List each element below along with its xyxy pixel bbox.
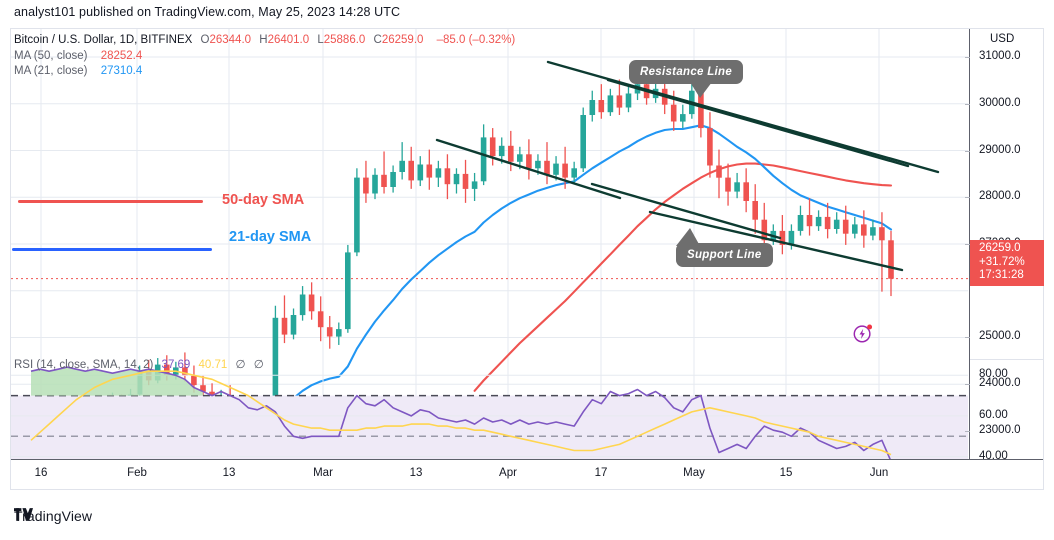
time-axis-tick-17: 17 [594, 467, 608, 479]
price-axis-tick-24000-0: 24000.0 [979, 377, 1021, 390]
price-axis[interactable]: USD 31000.030000.029000.028000.027000.02… [965, 29, 1044, 462]
attribution-text: analyst101 published on TradingView.com,… [14, 5, 401, 19]
rsi-legend[interactable]: RSI (14, close, SMA, 14, 2) 37.69 40.71 … [14, 357, 264, 371]
price-axis-tick-mark [965, 430, 970, 432]
time-axis-tick-mar: Mar [313, 467, 333, 479]
ohlc-high-value: 26401.0 [267, 34, 310, 46]
ohlc-close-label: C [373, 34, 382, 46]
time-axis-tick-16: 16 [34, 467, 48, 479]
time-axis-tick-13: 13 [409, 467, 423, 479]
time-axis-tick-15: 15 [779, 467, 793, 479]
rsi-sma-value: 40.71 [198, 359, 228, 371]
time-axis-tick-jun: Jun [869, 467, 889, 479]
sma21-swatch [12, 248, 212, 251]
price-axis-tick-29000-0: 29000.0 [979, 143, 1021, 156]
support-line-callout: Support Line [676, 243, 773, 267]
time-axis[interactable]: 16 Feb 13 Mar 13 Apr 17 May 15 Jun [11, 459, 1043, 489]
legend-ma50-row[interactable]: MA (50, close) 28252.4 [14, 49, 515, 65]
tradingview-brand-name: TradingView [14, 508, 93, 524]
ma50-label: MA (50, close) [14, 49, 88, 62]
price-axis-tick-mark [965, 103, 970, 105]
current-price-value: 26259.0 [979, 242, 1021, 254]
sma50-swatch [18, 200, 203, 203]
footer-branding: TradingView [14, 508, 92, 524]
time-axis-tick-feb: Feb [127, 467, 147, 479]
price-axis-tick-25000-0: 25000.0 [979, 330, 1021, 343]
rsi-empty-slot-1: ∅ [235, 359, 246, 371]
ohlc-open-label: O [200, 34, 210, 46]
rsi-empty-slot-2: ∅ [253, 359, 264, 371]
legend-symbol-row[interactable]: Bitcoin / U.S. Dollar, 1D, BITFINEX O263… [14, 33, 515, 49]
current-price-badge: 26259.0 +31.72% 17:31:28 [970, 240, 1044, 286]
rsi-title: RSI (14, close, SMA, 14, 2) [14, 359, 154, 371]
rsi-value: 37.69 [161, 359, 191, 371]
rsi-axis-tick-60-00: 60.00 [979, 408, 1008, 421]
sma50-annotation: 50-day SMA [222, 192, 305, 208]
ma21-label: MA (21, close) [14, 65, 88, 77]
price-axis-tick-30000-0: 30000.0 [979, 96, 1021, 109]
legend-ma21-row[interactable]: MA (21, close) 27310.4 [14, 64, 515, 80]
price-axis-tick-mark [965, 337, 970, 339]
price-axis-tick-31000-0: 31000.0 [979, 50, 1021, 63]
price-axis-tick-mark [965, 384, 970, 386]
ohlc-close-value: 26259.0 [381, 34, 424, 46]
tradingview-logo-icon [14, 508, 33, 521]
ohlc-low-value: 25886.0 [323, 34, 366, 46]
price-axis-tick-mark [965, 244, 970, 245]
rsi-axis-tick-80-00: 80.00 [979, 368, 1008, 381]
ohlc-change-value: –85.0 (–0.32%) [436, 34, 516, 46]
sma21-annotation: 21-day SMA [229, 229, 312, 245]
price-axis-tick-mark [965, 57, 970, 59]
time-axis-tick-13: 13 [222, 467, 236, 479]
ohlc-open-value: 26344.0 [209, 34, 252, 46]
ohlc-high-label: H [259, 34, 268, 46]
alert-lightning-icon[interactable] [852, 322, 874, 344]
price-axis-currency: USD [990, 33, 1015, 45]
time-axis-tick-apr: Apr [499, 467, 517, 479]
resistance-line-callout: Resistance Line [629, 60, 744, 84]
current-price-change: +31.72% [979, 255, 1025, 268]
ma50-value: 28252.4 [100, 49, 143, 62]
time-axis-tick-may: May [683, 467, 705, 479]
symbol-label: Bitcoin / U.S. Dollar, 1D, BITFINEX [14, 34, 193, 46]
pane-separator [970, 359, 1043, 360]
price-axis-tick-23000-0: 23000.0 [979, 423, 1021, 436]
ma21-value: 27310.4 [100, 65, 143, 77]
price-axis-tick-28000-0: 28000.0 [979, 190, 1021, 203]
price-axis-tick-mark [965, 197, 970, 199]
price-axis-tick-mark [965, 150, 970, 152]
rsi-axis-tick-40-00: 40.00 [979, 449, 1008, 462]
bar-countdown: 17:31:28 [979, 269, 1024, 281]
ohlc-low-label: L [317, 34, 324, 46]
chart-legend: Bitcoin / U.S. Dollar, 1D, BITFINEX O263… [14, 33, 515, 80]
